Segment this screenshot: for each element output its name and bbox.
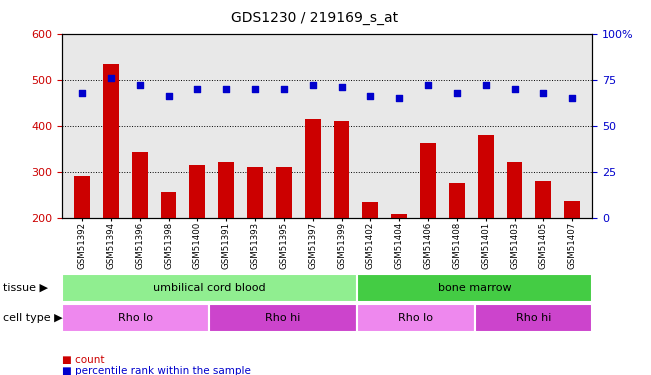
Point xyxy=(509,86,519,92)
Point xyxy=(394,95,404,101)
Bar xyxy=(357,304,475,332)
Bar xyxy=(478,135,493,218)
Point xyxy=(135,82,145,88)
Point xyxy=(480,82,491,88)
Bar xyxy=(391,214,407,217)
Point xyxy=(250,86,260,92)
Bar xyxy=(475,304,592,332)
Point xyxy=(279,86,289,92)
Point xyxy=(538,90,549,96)
Point xyxy=(337,84,347,90)
Text: ■ count: ■ count xyxy=(62,355,104,365)
Bar xyxy=(218,162,234,218)
Bar xyxy=(74,176,90,218)
Bar xyxy=(103,64,118,217)
Bar xyxy=(357,274,592,302)
Bar xyxy=(132,152,148,217)
Point xyxy=(77,90,87,96)
Point xyxy=(192,86,202,92)
Text: bone marrow: bone marrow xyxy=(437,283,511,293)
Text: tissue ▶: tissue ▶ xyxy=(3,283,48,293)
Bar xyxy=(420,143,436,218)
Point xyxy=(163,93,174,99)
Text: Rho lo: Rho lo xyxy=(118,313,153,323)
Bar xyxy=(363,202,378,217)
Bar xyxy=(62,274,357,302)
Text: Rho lo: Rho lo xyxy=(398,313,433,323)
Bar xyxy=(305,119,321,218)
Bar xyxy=(62,304,209,332)
Text: ■ percentile rank within the sample: ■ percentile rank within the sample xyxy=(62,366,251,375)
Text: Rho hi: Rho hi xyxy=(516,313,551,323)
Point xyxy=(365,93,376,99)
Bar xyxy=(333,121,350,218)
Point xyxy=(567,95,577,101)
Bar xyxy=(276,167,292,218)
Point xyxy=(423,82,434,88)
Bar xyxy=(161,192,176,217)
Text: Rho hi: Rho hi xyxy=(265,313,301,323)
Point xyxy=(452,90,462,96)
Text: umbilical cord blood: umbilical cord blood xyxy=(153,283,266,293)
Bar xyxy=(564,201,580,217)
Bar xyxy=(536,181,551,218)
Point xyxy=(307,82,318,88)
Text: GDS1230 / 219169_s_at: GDS1230 / 219169_s_at xyxy=(230,11,398,25)
Bar xyxy=(247,167,263,218)
Bar xyxy=(449,183,465,218)
Bar xyxy=(506,162,523,218)
Bar xyxy=(189,165,205,218)
Text: cell type ▶: cell type ▶ xyxy=(3,313,63,323)
Point xyxy=(221,86,231,92)
Point xyxy=(105,75,116,81)
Bar xyxy=(209,304,357,332)
